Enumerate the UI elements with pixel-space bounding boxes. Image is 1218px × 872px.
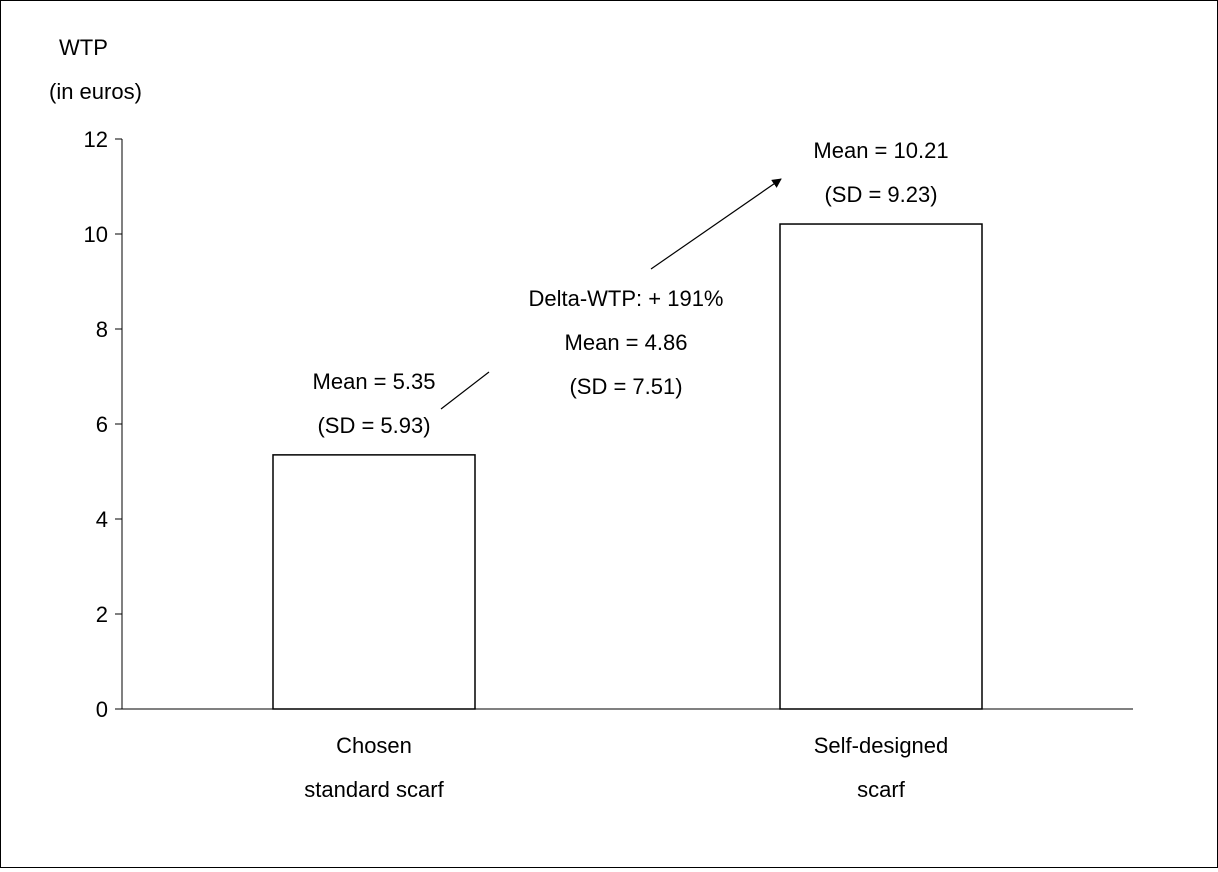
bar-data-label: Mean = 5.35 (313, 369, 436, 394)
bar-labels: Mean = 5.35 (SD = 5.93) Mean = 10.21 (SD = … (313, 138, 949, 438)
bars (272, 223, 983, 710)
y-tick-label: 8 (96, 317, 108, 342)
y-ticks: 0 2 4 6 8 10 12 (84, 127, 122, 722)
x-tick-label: Chosen (336, 733, 412, 758)
x-tick-label: Self-designed (814, 733, 949, 758)
x-category-labels: Chosen standard scarf Self-designed scarf (304, 733, 948, 802)
x-tick-label: scarf (857, 777, 906, 802)
delta-annotation: Delta-WTP: + 191% Mean = 4.86 (SD = 7.51) (440, 178, 782, 410)
y-tick-label: 6 (96, 412, 108, 437)
bar-data-label: (SD = 5.93) (317, 413, 430, 438)
y-tick-label: 0 (96, 697, 108, 722)
y-tick-label: 10 (84, 222, 108, 247)
y-tick-label: 2 (96, 602, 108, 627)
bar-data-label: Mean = 10.21 (813, 138, 948, 163)
y-axis-label-line-2: (in euros) (49, 79, 142, 104)
bar-data-label: (SD = 9.23) (824, 182, 937, 207)
bar (779, 223, 983, 710)
y-axis-label: WTP (in euros) (49, 35, 142, 104)
bar (272, 454, 476, 710)
y-axis-label-line-1: WTP (59, 35, 108, 60)
y-tick-label: 4 (96, 507, 108, 532)
delta-annotation-line: (SD = 7.51) (569, 374, 682, 399)
y-tick-label: 12 (84, 127, 108, 152)
delta-pointer-line (440, 371, 490, 410)
x-tick-label: standard scarf (304, 777, 444, 802)
delta-arrow (650, 178, 782, 270)
delta-annotation-line: Delta-WTP: + 191% (528, 286, 723, 311)
delta-annotation-line: Mean = 4.86 (565, 330, 688, 355)
